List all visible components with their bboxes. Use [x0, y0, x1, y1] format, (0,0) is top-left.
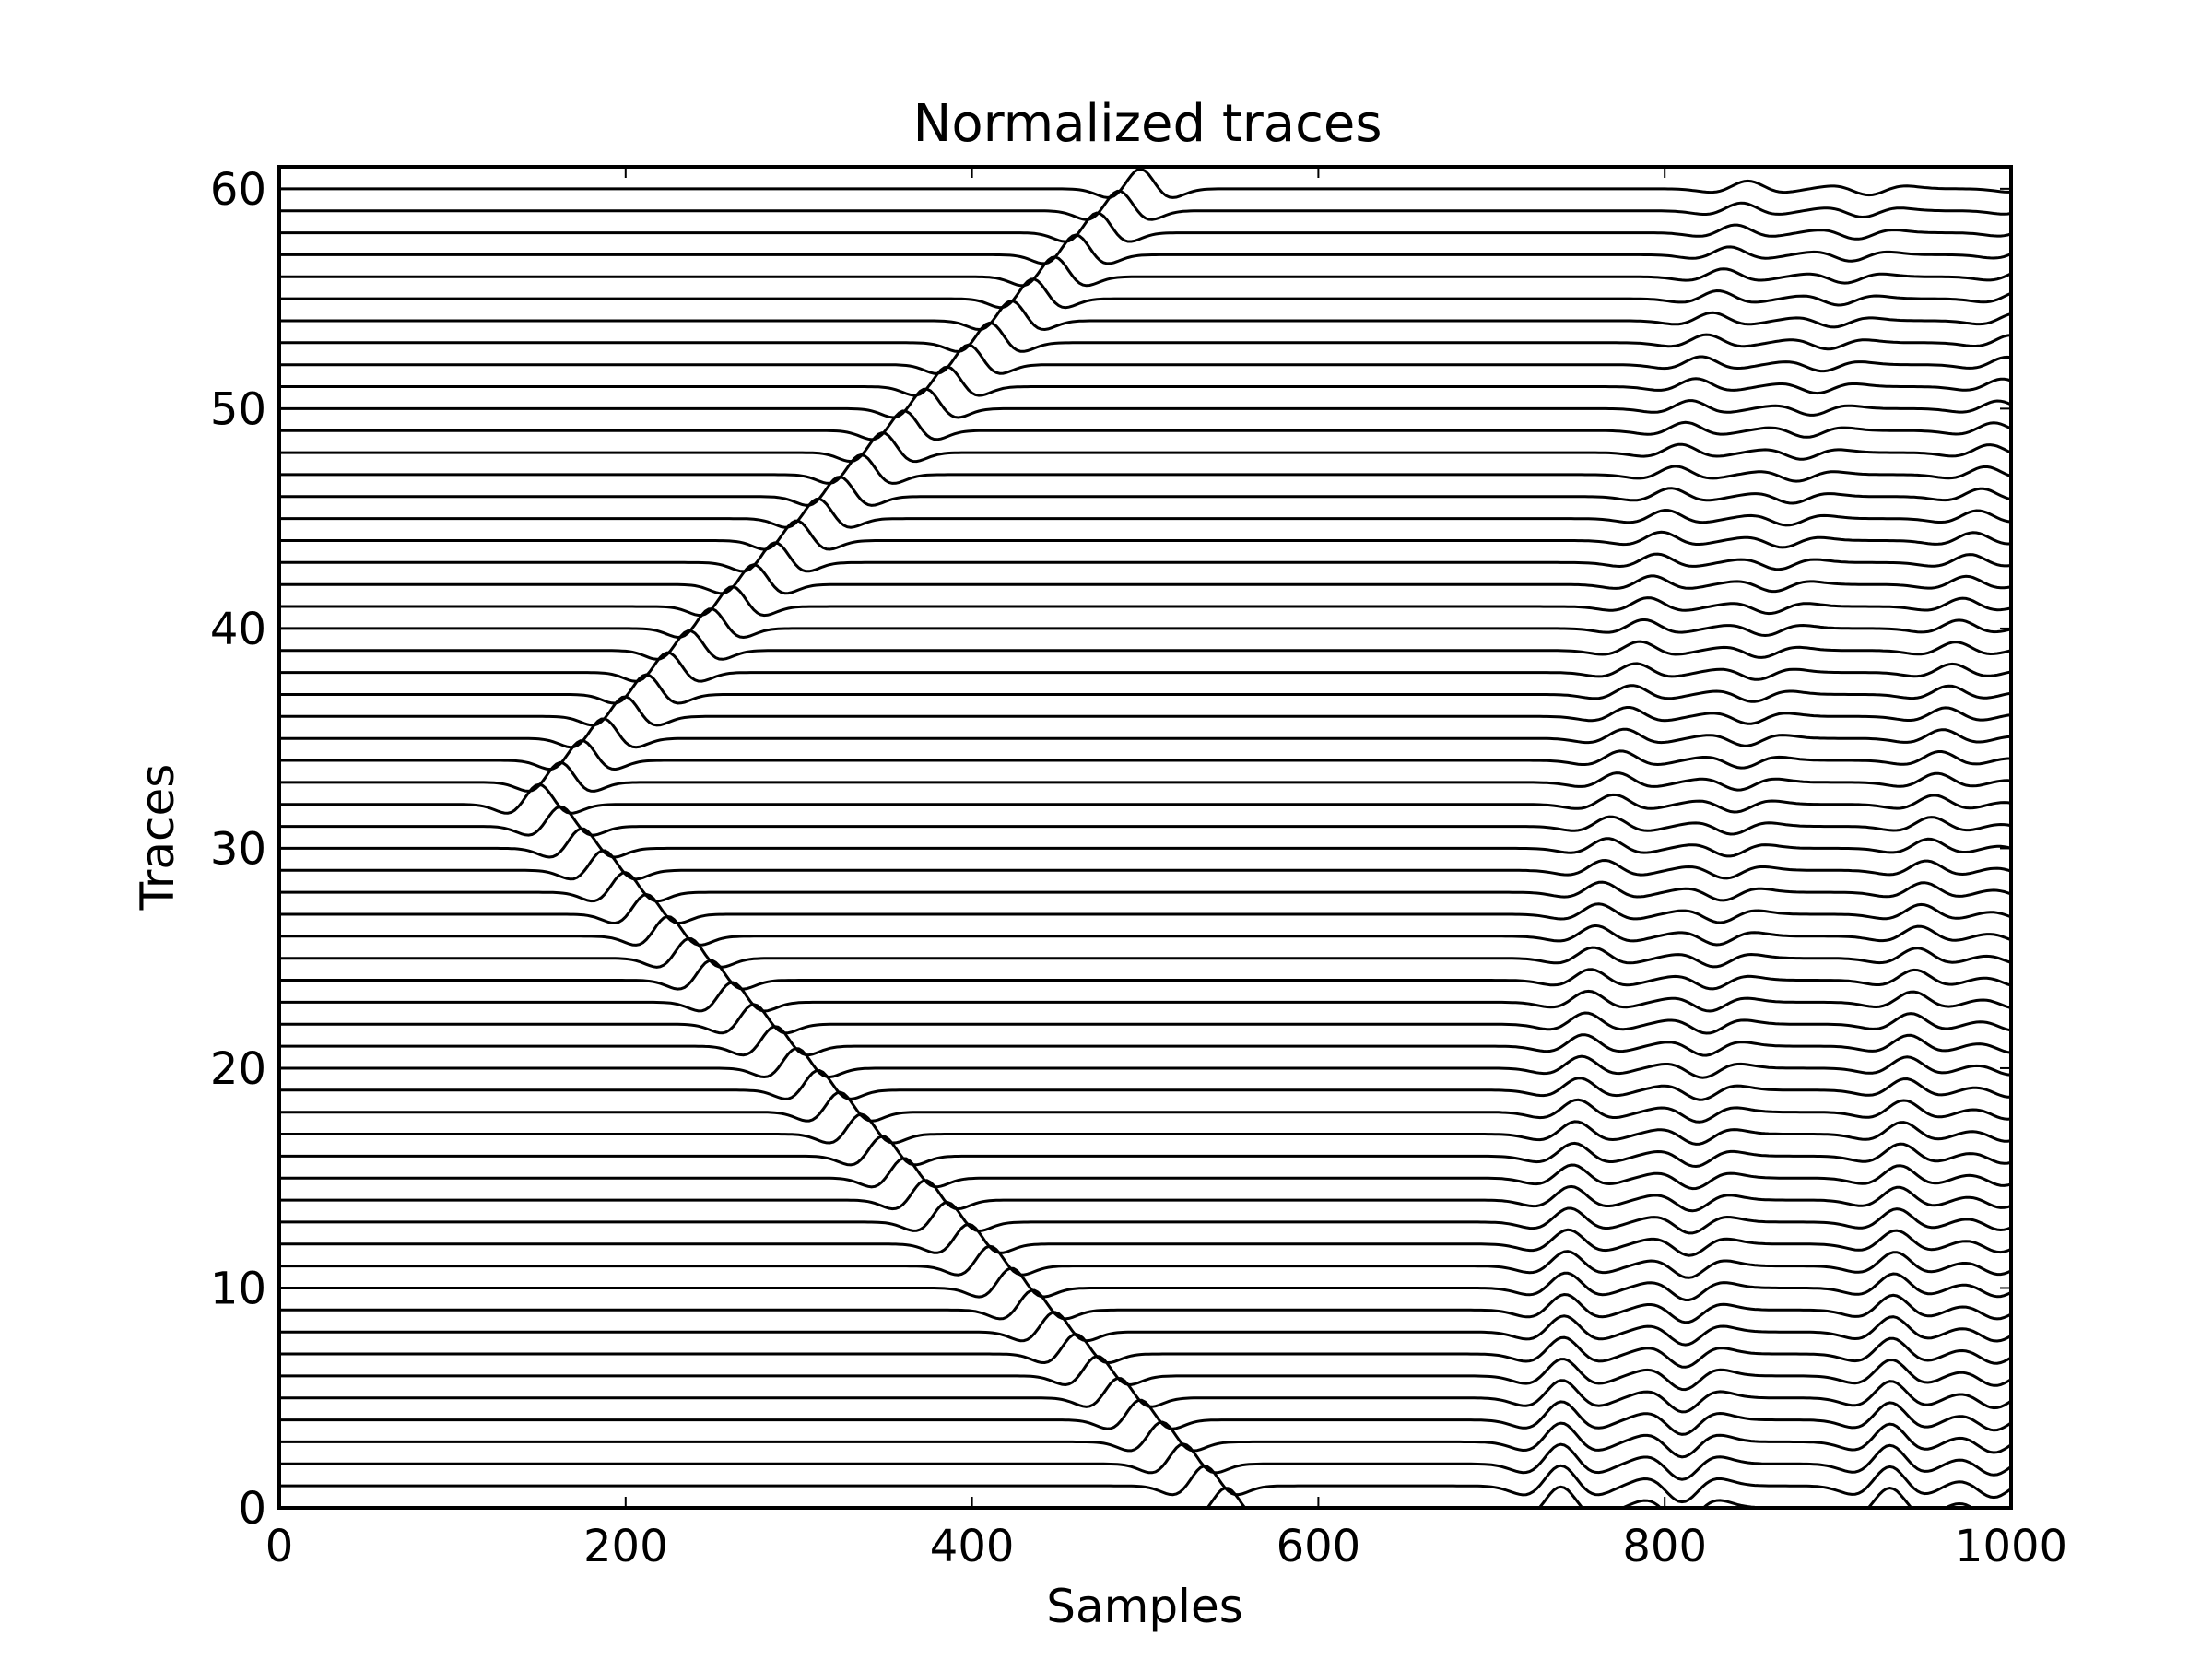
- trace-line-55: [279, 277, 2011, 310]
- trace-line-7: [279, 1333, 2011, 1369]
- trace-line-36: [279, 695, 2011, 727]
- y-tick-label-30: 30: [210, 823, 266, 875]
- trace-line-33: [279, 760, 2011, 793]
- trace-line-24: [279, 959, 2011, 991]
- trace-line-29: [279, 849, 2011, 881]
- trace-line-1: [279, 1464, 2011, 1504]
- x-tick-label-600: 600: [1277, 1521, 1361, 1572]
- trace-line-18: [279, 1090, 2011, 1124]
- trace-line-13: [279, 1200, 2011, 1235]
- y-axis-ticks: 0 10 20 30 40 50 60: [210, 164, 2011, 1535]
- trace-line-31: [279, 805, 2011, 837]
- trace-line-15: [279, 1157, 2011, 1191]
- y-tick-label-0: 0: [238, 1483, 266, 1535]
- x-axis-label: Samples: [1046, 1580, 1243, 1633]
- trace-line-56: [279, 255, 2011, 288]
- x-tick-label-0: 0: [265, 1521, 294, 1572]
- trace-line-28: [279, 871, 2011, 903]
- trace-line-50: [279, 387, 2011, 419]
- trace-line-26: [279, 914, 2011, 947]
- y-tick-label-20: 20: [210, 1043, 266, 1095]
- trace-line-44: [279, 519, 2011, 551]
- trace-line-32: [279, 782, 2011, 815]
- chart-title: Normalized traces: [912, 94, 1382, 154]
- x-tick-label-800: 800: [1622, 1521, 1707, 1572]
- trace-line-0: [279, 1485, 1975, 1508]
- trace-line-41: [279, 585, 2011, 618]
- trace-line-39: [279, 629, 2011, 661]
- y-axis-label: Traces: [131, 764, 184, 912]
- axes-frame: [277, 165, 2013, 1510]
- y-tick-label-10: 10: [210, 1263, 266, 1314]
- trace-line-38: [279, 651, 2011, 683]
- trace-line-48: [279, 431, 2011, 464]
- trace-line-6: [279, 1354, 2011, 1392]
- trace-line-49: [279, 409, 2011, 441]
- y-tick-label-40: 40: [210, 604, 266, 655]
- trace-line-59: [279, 189, 2011, 221]
- trace-line-34: [279, 739, 2011, 771]
- trace-line-37: [279, 673, 2011, 705]
- trace-line-46: [279, 475, 2011, 507]
- trace-line-20: [279, 1047, 2011, 1079]
- trace-line-4: [279, 1398, 2011, 1436]
- x-tick-label-1000: 1000: [1955, 1521, 2067, 1572]
- trace-line-53: [279, 321, 2011, 353]
- trace-line-11: [279, 1244, 2011, 1279]
- trace-line-58: [279, 211, 2011, 243]
- trace-line-19: [279, 1068, 2011, 1101]
- trace-line-27: [279, 892, 2011, 925]
- x-tick-label-200: 200: [583, 1521, 668, 1572]
- trace-line-21: [279, 1025, 2011, 1057]
- trace-line-12: [279, 1222, 2011, 1257]
- trace-line-8: [279, 1311, 2011, 1347]
- trace-line-5: [279, 1376, 2011, 1414]
- trace-line-23: [279, 981, 2011, 1013]
- trace-line-47: [279, 453, 2011, 485]
- trace-line-14: [279, 1179, 2011, 1213]
- trace-line-43: [279, 541, 2011, 573]
- trace-line-42: [279, 563, 2011, 595]
- trace-line-10: [279, 1266, 2011, 1301]
- trace-line-3: [279, 1420, 2011, 1459]
- trace-line-40: [279, 607, 2011, 640]
- trace-line-57: [279, 233, 2011, 265]
- trace-line-22: [279, 1003, 2011, 1035]
- trace-line-60: [279, 168, 2011, 199]
- trace-lines: [279, 168, 2011, 1508]
- y-tick-label-60: 60: [210, 164, 266, 216]
- x-tick-label-400: 400: [930, 1521, 1015, 1572]
- trace-line-16: [279, 1135, 2011, 1169]
- trace-line-30: [279, 827, 2011, 859]
- x-axis-ticks: 0 200 400 600 800 1000: [265, 167, 2067, 1572]
- trace-line-45: [279, 497, 2011, 529]
- trace-line-17: [279, 1112, 2011, 1146]
- trace-line-25: [279, 936, 2011, 969]
- y-tick-label-50: 50: [210, 383, 266, 435]
- trace-line-35: [279, 717, 2011, 749]
- trace-line-51: [279, 365, 2011, 397]
- trace-line-54: [279, 300, 2011, 332]
- trace-line-52: [279, 343, 2011, 375]
- trace-line-2: [279, 1442, 2011, 1481]
- trace-line-9: [279, 1288, 2011, 1324]
